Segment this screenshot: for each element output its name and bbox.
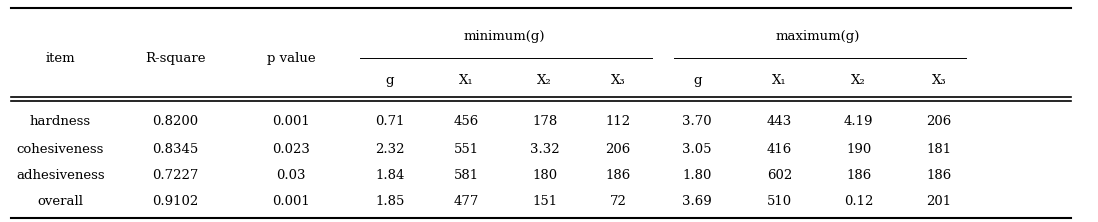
Text: 181: 181 [927,143,951,156]
Text: 1.80: 1.80 [683,169,712,182]
Text: 581: 581 [455,169,479,182]
Text: 0.001: 0.001 [272,115,310,128]
Text: X₁: X₁ [772,74,787,87]
Text: 112: 112 [606,115,630,128]
Text: 0.12: 0.12 [844,195,873,208]
Text: 2.32: 2.32 [376,143,404,156]
Text: R-square: R-square [145,52,206,65]
Text: 602: 602 [768,169,792,182]
Text: minimum(g): minimum(g) [463,30,545,43]
Text: adhesiveness: adhesiveness [16,169,104,182]
Text: 3.05: 3.05 [683,143,712,156]
Text: 0.8345: 0.8345 [153,143,199,156]
Text: hardness: hardness [30,115,91,128]
Text: 0.8200: 0.8200 [153,115,199,128]
Text: 151: 151 [533,195,557,208]
Text: maximum(g): maximum(g) [776,30,860,43]
Text: 477: 477 [453,195,480,208]
Text: X₂: X₂ [537,74,552,87]
Text: 190: 190 [847,143,871,156]
Text: 178: 178 [533,115,557,128]
Text: X₁: X₁ [459,74,474,87]
Text: 456: 456 [455,115,479,128]
Text: 416: 416 [768,143,792,156]
Text: p value: p value [267,52,315,65]
Text: 510: 510 [768,195,792,208]
Text: 206: 206 [606,143,630,156]
Text: 3.70: 3.70 [683,115,712,128]
Text: 3.69: 3.69 [682,195,713,208]
Text: X₃: X₃ [931,74,946,87]
Text: 72: 72 [609,195,627,208]
Text: 3.32: 3.32 [530,143,559,156]
Text: 186: 186 [606,169,630,182]
Text: X₃: X₃ [610,74,626,87]
Text: 443: 443 [768,115,792,128]
Text: 180: 180 [533,169,557,182]
Text: 186: 186 [847,169,871,182]
Text: 0.023: 0.023 [272,143,310,156]
Text: 206: 206 [927,115,951,128]
Text: 0.001: 0.001 [272,195,310,208]
Text: 0.71: 0.71 [376,115,404,128]
Text: 186: 186 [927,169,951,182]
Text: g: g [693,74,702,87]
Text: 1.85: 1.85 [376,195,404,208]
Text: g: g [385,74,394,87]
Text: 551: 551 [455,143,479,156]
Text: 1.84: 1.84 [376,169,404,182]
Text: 0.03: 0.03 [277,169,305,182]
Text: overall: overall [37,195,83,208]
Text: 0.7227: 0.7227 [153,169,199,182]
Text: 201: 201 [927,195,951,208]
Text: item: item [46,52,75,65]
Text: 0.9102: 0.9102 [153,195,199,208]
Text: X₂: X₂ [851,74,866,87]
Text: 4.19: 4.19 [844,115,873,128]
Text: cohesiveness: cohesiveness [16,143,104,156]
